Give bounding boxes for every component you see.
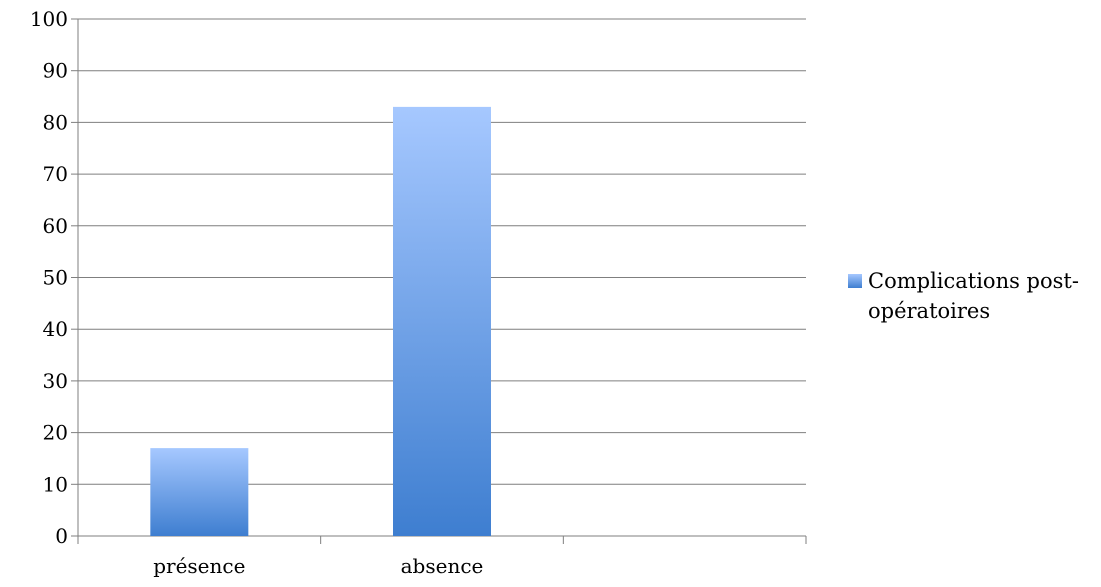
bar-absence <box>393 106 491 536</box>
y-tick-label-40: 40 <box>43 317 68 341</box>
y-tick-label-30: 30 <box>43 369 68 393</box>
y-tick-label-50: 50 <box>43 266 68 290</box>
legend-label-line-2: opératoires <box>868 299 990 323</box>
bars <box>150 106 491 536</box>
x-tick-label-1: absence <box>401 554 484 578</box>
y-tick-label-60: 60 <box>43 214 68 238</box>
x-tick-labels: présence absence <box>153 554 483 578</box>
y-tick-label-20: 20 <box>43 421 68 445</box>
y-tick-labels: 0 10 20 30 40 50 60 70 80 90 100 <box>30 7 68 548</box>
y-tick-label-0: 0 <box>55 524 68 548</box>
y-tick-label-100: 100 <box>30 7 68 31</box>
bar-presence <box>150 448 249 536</box>
y-tick-label-90: 90 <box>43 59 68 83</box>
x-tick-label-0: présence <box>153 554 245 578</box>
y-tick-label-80: 80 <box>43 110 68 134</box>
legend: Complications post- opératoires <box>848 269 1079 323</box>
y-tick-label-10: 10 <box>43 472 68 496</box>
legend-swatch <box>848 274 862 288</box>
legend-label-line-1: Complications post- <box>868 269 1079 293</box>
y-tick-label-70: 70 <box>43 162 68 186</box>
